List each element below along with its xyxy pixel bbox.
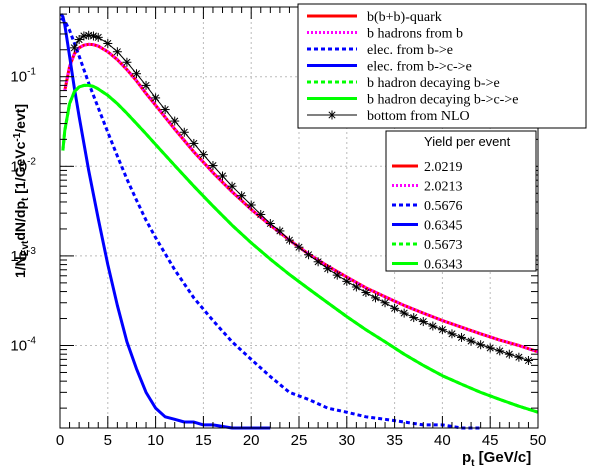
yield-entry-1-value: 2.0219 (424, 160, 463, 175)
plot-series (59, 13, 539, 430)
x-axis-label-rest: [GeV/c] (475, 449, 532, 466)
yield-entry-4-value: 0.6345 (424, 219, 463, 234)
x-tick-label: 35 (386, 432, 403, 449)
yield-entry-2-value: 2.0213 (424, 180, 463, 195)
legend-entry-2-label: b hadrons from b (367, 27, 463, 42)
series-7-line (73, 34, 529, 361)
x-axis-label: pt [GeV/c] (462, 449, 531, 469)
legend-entry-4-label: elec. from b->c->e (367, 60, 472, 75)
x-tick-label: 40 (434, 432, 451, 449)
legend-entry-7-marker (327, 110, 337, 120)
y-axis-label: 1/NEvtdN/dpt [1/GeVc-1/evt] (12, 104, 31, 278)
x-tick-label: 10 (147, 432, 164, 449)
x-tick-label: 45 (482, 432, 499, 449)
series-1-line (63, 42, 539, 354)
y-tick-label: 10-4 (10, 336, 36, 355)
legend-entry-3-label: elec. from b->e (367, 43, 453, 58)
y-tick-label: 10-2 (10, 156, 36, 175)
yield-entry-3-value: 0.5676 (424, 199, 463, 214)
x-tick-label: 5 (104, 432, 112, 449)
x-axis-label-sub: t (471, 458, 475, 469)
yield-entry-5-value: 0.5673 (424, 238, 463, 253)
x-tick-label: 30 (338, 432, 355, 449)
legend-entry-6-label: b hadron decaying b->c->e (367, 93, 518, 108)
x-tick-label: 25 (291, 432, 308, 449)
legend-entry-1-label: b(b+b)-quark (367, 10, 442, 25)
yield-legend-box (385, 130, 537, 272)
y-tick-label: 10-3 (10, 246, 36, 265)
yield-entry-6-value: 0.6343 (424, 258, 463, 273)
x-axis-label-main: p (462, 449, 471, 466)
legend-entry-7-label: bottom from NLO (367, 109, 470, 124)
x-tick-label: 50 (530, 432, 547, 449)
y-tick-label: 10-1 (10, 67, 36, 86)
series-6-line (61, 83, 539, 414)
series-4-line (59, 13, 271, 430)
x-tick-label: 20 (243, 432, 260, 449)
legend-entry-5-label: b hadron decaying b->e (367, 76, 500, 91)
x-tick-label: 15 (195, 432, 212, 449)
yield-legend: Yield per event 2.0219 2.0213 0.5676 0.6345… (385, 130, 537, 273)
yield-rows: 2.0219 2.0213 0.5676 0.6345 0.5673 0.6343 (392, 160, 463, 273)
x-tick-label: 0 (56, 432, 64, 449)
star-stroke (328, 111, 336, 119)
yield-legend-title: Yield per event (424, 134, 511, 149)
